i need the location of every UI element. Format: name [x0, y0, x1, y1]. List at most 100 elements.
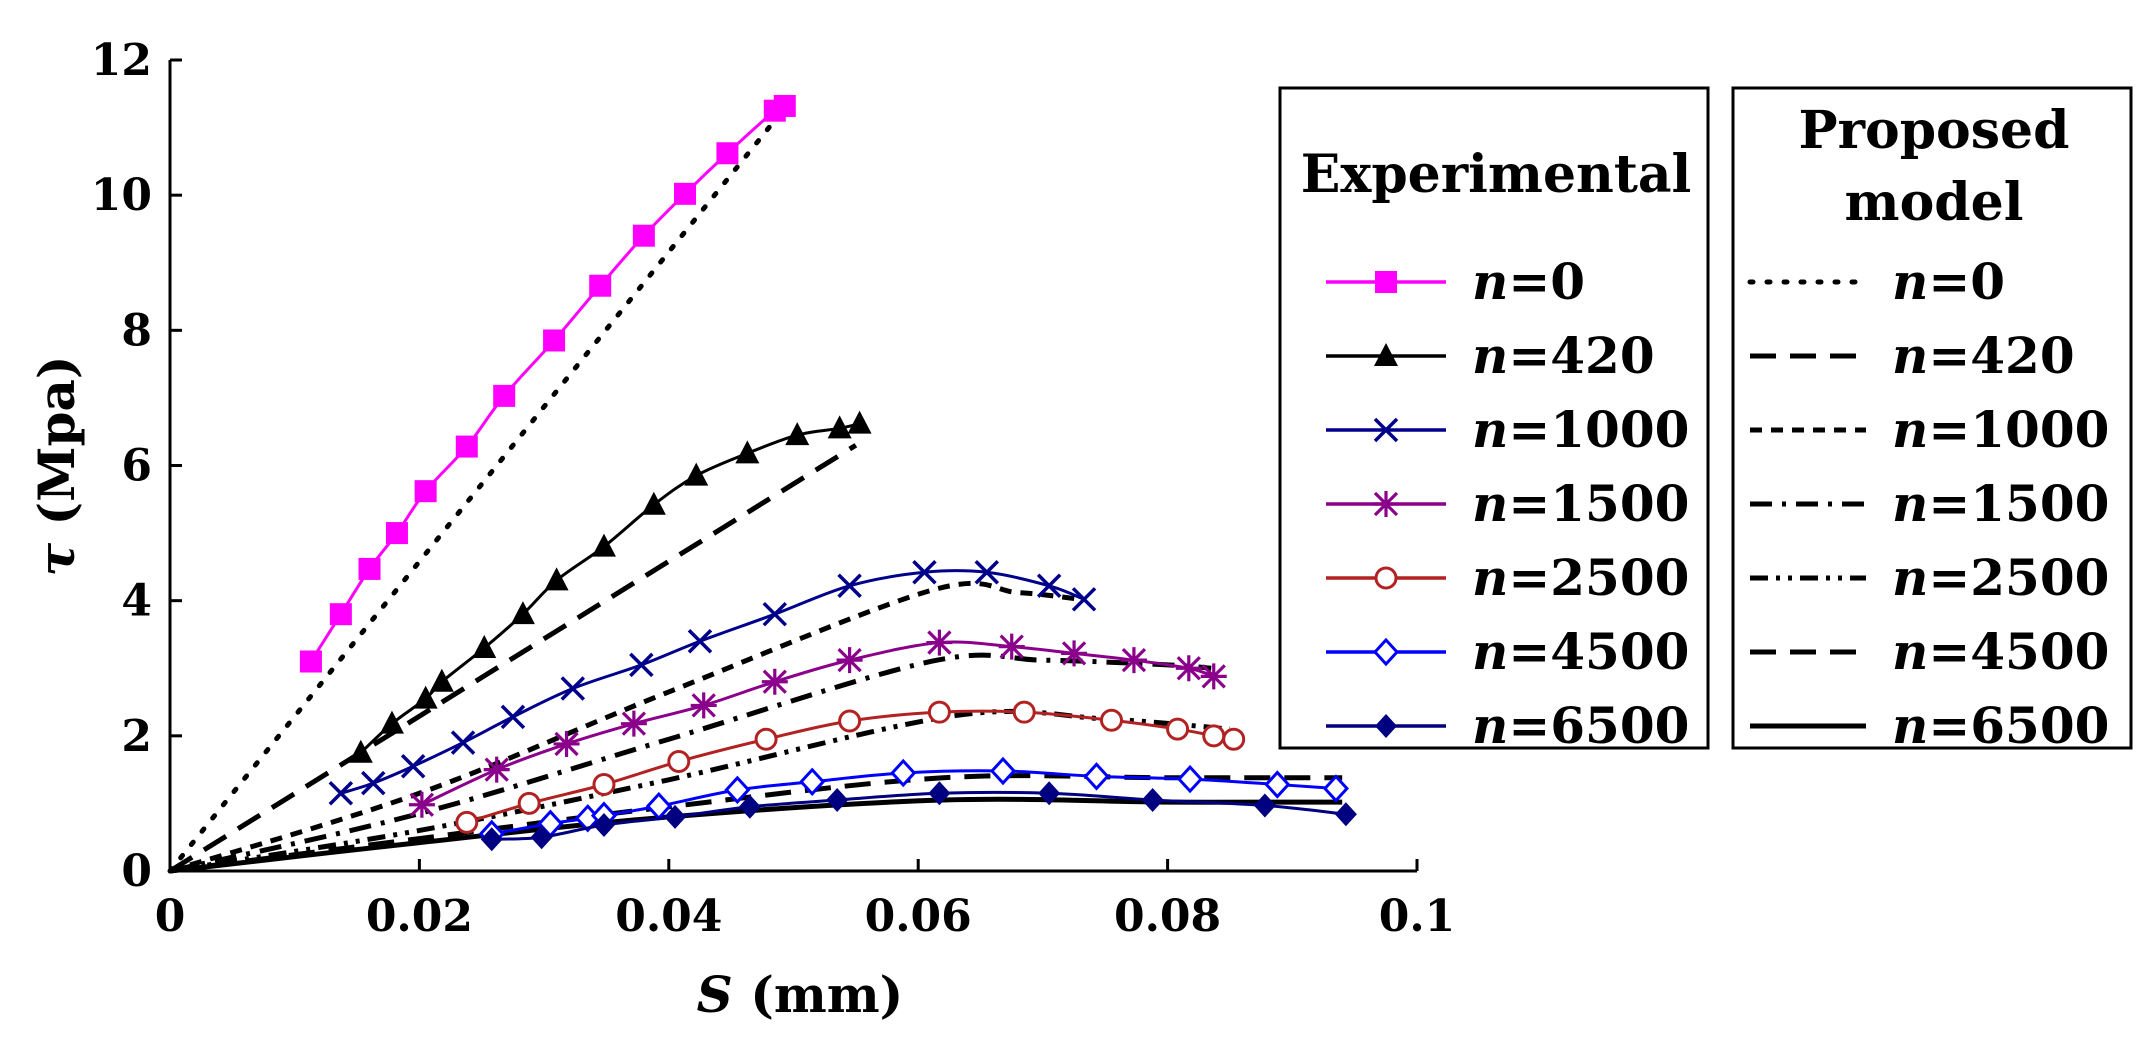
- experimental-marker-n1000: [1071, 587, 1097, 612]
- experimental-marker-n4500: [1083, 762, 1110, 791]
- experimental-marker-n1000: [400, 754, 426, 779]
- legend-exp-marker-n0: [1375, 271, 1397, 293]
- experimental-marker-n0: [299, 650, 322, 673]
- model-line-n1500: [169, 652, 1212, 874]
- y-tick-label: 0: [121, 846, 152, 897]
- experimental-marker-n6500: [826, 788, 849, 813]
- experimental-marker-n1000: [974, 560, 1000, 585]
- legend-exp-label-n2500: n=2500: [1472, 548, 1689, 607]
- experimental-marker-n1500: [483, 756, 510, 783]
- legend-exp-marker-n2500: [1374, 566, 1398, 590]
- experimental-marker-n0: [543, 329, 566, 352]
- x-tick-label: 0.08: [1114, 891, 1221, 942]
- experimental-marker-n0: [589, 274, 612, 297]
- experimental-marker-n4500: [1264, 770, 1291, 799]
- experimental-marker-n420: [641, 491, 666, 515]
- y-axis-label: τ (Mpa): [27, 355, 86, 576]
- experimental-marker-n420: [379, 710, 404, 734]
- experimental-marker-n420: [472, 634, 497, 658]
- experimental-marker-n2500: [838, 709, 862, 733]
- legend-exp-label-n1000: n=1000: [1472, 400, 1689, 459]
- experimental-marker-n4500: [799, 767, 826, 797]
- model-line-n2500: [169, 708, 1231, 874]
- experimental-marker-n1500: [926, 629, 953, 656]
- experimental-marker-n2500: [517, 791, 541, 815]
- experimental-marker-n6500: [928, 781, 951, 806]
- experimental-marker-n6500: [664, 804, 687, 829]
- experimental-line-n420: [359, 422, 860, 754]
- experimental-marker-n420: [847, 410, 872, 434]
- experimental-marker-n1000: [328, 781, 354, 806]
- legend-experimental-box: [1278, 86, 1710, 750]
- experimental-line-n1000: [340, 569, 1085, 795]
- experimental-marker-n2500: [1202, 724, 1226, 748]
- y-tick-label: 2: [121, 711, 152, 762]
- experimental-marker-n0: [632, 224, 655, 247]
- legend-model: Proposed model n=0 n=420 n=1000 n=1500 n=250…: [1731, 86, 2133, 755]
- experimental-marker-n420: [735, 440, 760, 464]
- legend-exp-marker-n4500: [1372, 637, 1400, 667]
- x-tick-label: 0.02: [366, 891, 473, 942]
- x-tick-label: 0.04: [615, 891, 722, 942]
- model-line-n0: [167, 94, 796, 874]
- experimental-marker-n0: [674, 182, 697, 205]
- experimental-marker-n0: [493, 384, 516, 407]
- experimental-marker-n1500: [998, 633, 1025, 660]
- legend-exp-marker-n420: [1374, 343, 1398, 366]
- experimental-marker-n0: [773, 94, 796, 117]
- y-tick-label: 4: [121, 576, 152, 627]
- experimental-marker-n1500: [1061, 640, 1088, 667]
- experimental-marker-n2500: [667, 750, 691, 774]
- legend-model-label-n420: n=420: [1892, 326, 2075, 385]
- experimental-marker-n1500: [1120, 647, 1147, 674]
- experimental-marker-n6500: [1038, 781, 1061, 806]
- y-tick-label: 12: [91, 35, 152, 86]
- experimental-line-n0: [309, 104, 786, 663]
- legend-exp-label-n420: n=420: [1472, 326, 1655, 385]
- experimental-marker-n4500: [1177, 764, 1204, 794]
- experimental-marker-n1000: [361, 770, 386, 796]
- x-tick-label: 0.1: [1379, 891, 1456, 942]
- legend-exp-marker-n1000: [1373, 417, 1399, 443]
- experimental-marker-n2500: [1099, 708, 1123, 732]
- legend-exp-marker-n6500: [1375, 714, 1397, 738]
- experimental-marker-n2500: [592, 772, 616, 796]
- experimental-marker-n1500: [1200, 663, 1227, 690]
- model-line-n420: [168, 443, 858, 874]
- experimental-marker-n420: [348, 739, 373, 763]
- experimental-marker-n2500: [754, 727, 778, 751]
- experimental-marker-n0: [358, 557, 381, 580]
- model-line-n1000: [169, 580, 1081, 874]
- legend-model-label-n0: n=0: [1892, 252, 2005, 311]
- experimental-marker-n1500: [836, 647, 863, 674]
- x-tick-label: 0.06: [865, 891, 972, 942]
- experimental-marker-n6500: [738, 794, 761, 819]
- legend-exp-marker-n1500: [1373, 491, 1399, 517]
- experimental-marker-n1500: [553, 730, 580, 757]
- legend-exp-label-n6500: n=6500: [1472, 696, 1689, 755]
- x-axis-label: S (mm): [697, 965, 904, 1024]
- experimental-marker-n4500: [890, 758, 917, 788]
- legend-model-label-n6500: n=6500: [1892, 696, 2109, 755]
- experimental-marker-n6500: [480, 827, 503, 852]
- experimental-marker-n1500: [690, 692, 717, 719]
- experimental-marker-n4500: [1322, 774, 1349, 803]
- experimental-marker-n1000: [560, 676, 586, 701]
- legend-model-title-line-2: model: [1845, 172, 2024, 233]
- experimental-marker-n4500: [989, 756, 1017, 786]
- experimental-marker-n1000: [450, 730, 476, 755]
- y-tick-label: 8: [121, 305, 152, 356]
- experimental-marker-n6500: [530, 825, 553, 850]
- experimental-marker-n420: [429, 668, 454, 692]
- experimental-marker-n1000: [629, 652, 654, 678]
- experimental-marker-n1000: [1036, 573, 1062, 599]
- legend-model-box: [1731, 86, 2133, 750]
- y-tick-label: 10: [91, 170, 152, 221]
- experimental-marker-n2500: [1012, 700, 1036, 724]
- legend-model-label-n1500: n=1500: [1892, 474, 2109, 533]
- legend-exp-label-n1500: n=1500: [1472, 474, 1689, 533]
- legend-exp-label-n0: n=0: [1472, 252, 1585, 311]
- experimental-marker-n1000: [500, 704, 526, 730]
- experimental-marker-n1500: [761, 668, 788, 695]
